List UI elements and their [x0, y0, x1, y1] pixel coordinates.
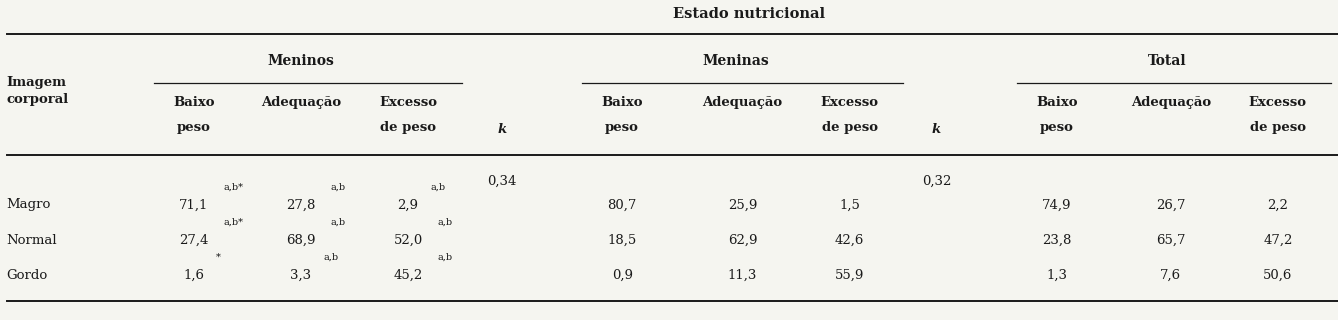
- Text: 50,6: 50,6: [1263, 269, 1293, 282]
- Text: 1,3: 1,3: [1046, 269, 1068, 282]
- Text: k: k: [498, 123, 506, 136]
- Text: 2,2: 2,2: [1267, 198, 1288, 211]
- Text: Gordo: Gordo: [7, 269, 48, 282]
- Text: 52,0: 52,0: [393, 234, 423, 246]
- Text: 3,3: 3,3: [290, 269, 312, 282]
- Text: 11,3: 11,3: [728, 269, 757, 282]
- Text: Estado nutricional: Estado nutricional: [673, 7, 826, 21]
- Text: Baixo: Baixo: [1036, 96, 1078, 109]
- Text: 18,5: 18,5: [607, 234, 637, 246]
- Text: de peso: de peso: [380, 122, 436, 134]
- Text: 68,9: 68,9: [286, 234, 316, 246]
- Text: k: k: [933, 123, 941, 136]
- Text: Magro: Magro: [7, 198, 51, 211]
- Text: 1,6: 1,6: [183, 269, 205, 282]
- Text: Meninos: Meninos: [268, 54, 334, 68]
- Text: 27,4: 27,4: [179, 234, 209, 246]
- Text: 0,34: 0,34: [487, 174, 516, 187]
- Text: 80,7: 80,7: [607, 198, 637, 211]
- Text: 55,9: 55,9: [835, 269, 864, 282]
- Text: 0,9: 0,9: [611, 269, 633, 282]
- Text: 74,9: 74,9: [1042, 198, 1072, 211]
- Text: 65,7: 65,7: [1156, 234, 1185, 246]
- Text: 0,32: 0,32: [922, 174, 951, 187]
- Text: Excesso: Excesso: [1248, 96, 1307, 109]
- Text: 26,7: 26,7: [1156, 198, 1185, 211]
- Text: Excesso: Excesso: [379, 96, 438, 109]
- Text: a,b: a,b: [438, 218, 452, 227]
- Text: 71,1: 71,1: [179, 198, 209, 211]
- Text: a,b: a,b: [438, 253, 452, 262]
- Text: a,b: a,b: [324, 253, 339, 262]
- Text: a,b: a,b: [330, 218, 345, 227]
- Text: 1,5: 1,5: [839, 198, 860, 211]
- Text: 7,6: 7,6: [1160, 269, 1181, 282]
- Text: a,b: a,b: [330, 183, 345, 192]
- Text: *: *: [215, 253, 221, 262]
- Text: Meninas: Meninas: [702, 54, 769, 68]
- Text: Baixo: Baixo: [173, 96, 215, 109]
- Text: 62,9: 62,9: [728, 234, 757, 246]
- Text: a,b*: a,b*: [223, 183, 244, 192]
- Text: 27,8: 27,8: [286, 198, 316, 211]
- Text: de peso: de peso: [822, 122, 878, 134]
- Text: 45,2: 45,2: [393, 269, 423, 282]
- Text: Imagem
corporal: Imagem corporal: [7, 76, 70, 106]
- Text: a,b: a,b: [431, 183, 446, 192]
- Text: peso: peso: [605, 122, 640, 134]
- Text: peso: peso: [177, 122, 211, 134]
- Text: 2,9: 2,9: [397, 198, 419, 211]
- Text: 23,8: 23,8: [1042, 234, 1072, 246]
- Text: 0,33: 0,33: [1337, 174, 1338, 187]
- Text: a,b*: a,b*: [223, 218, 244, 227]
- Text: Excesso: Excesso: [820, 96, 879, 109]
- Text: de peso: de peso: [1250, 122, 1306, 134]
- Text: 47,2: 47,2: [1263, 234, 1293, 246]
- Text: Adequação: Adequação: [1131, 96, 1211, 109]
- Text: peso: peso: [1040, 122, 1074, 134]
- Text: 25,9: 25,9: [728, 198, 757, 211]
- Text: Total: Total: [1148, 54, 1187, 68]
- Text: Normal: Normal: [7, 234, 58, 246]
- Text: Adequação: Adequação: [702, 96, 783, 109]
- Text: Adequação: Adequação: [261, 96, 341, 109]
- Text: Baixo: Baixo: [601, 96, 644, 109]
- Text: 42,6: 42,6: [835, 234, 864, 246]
